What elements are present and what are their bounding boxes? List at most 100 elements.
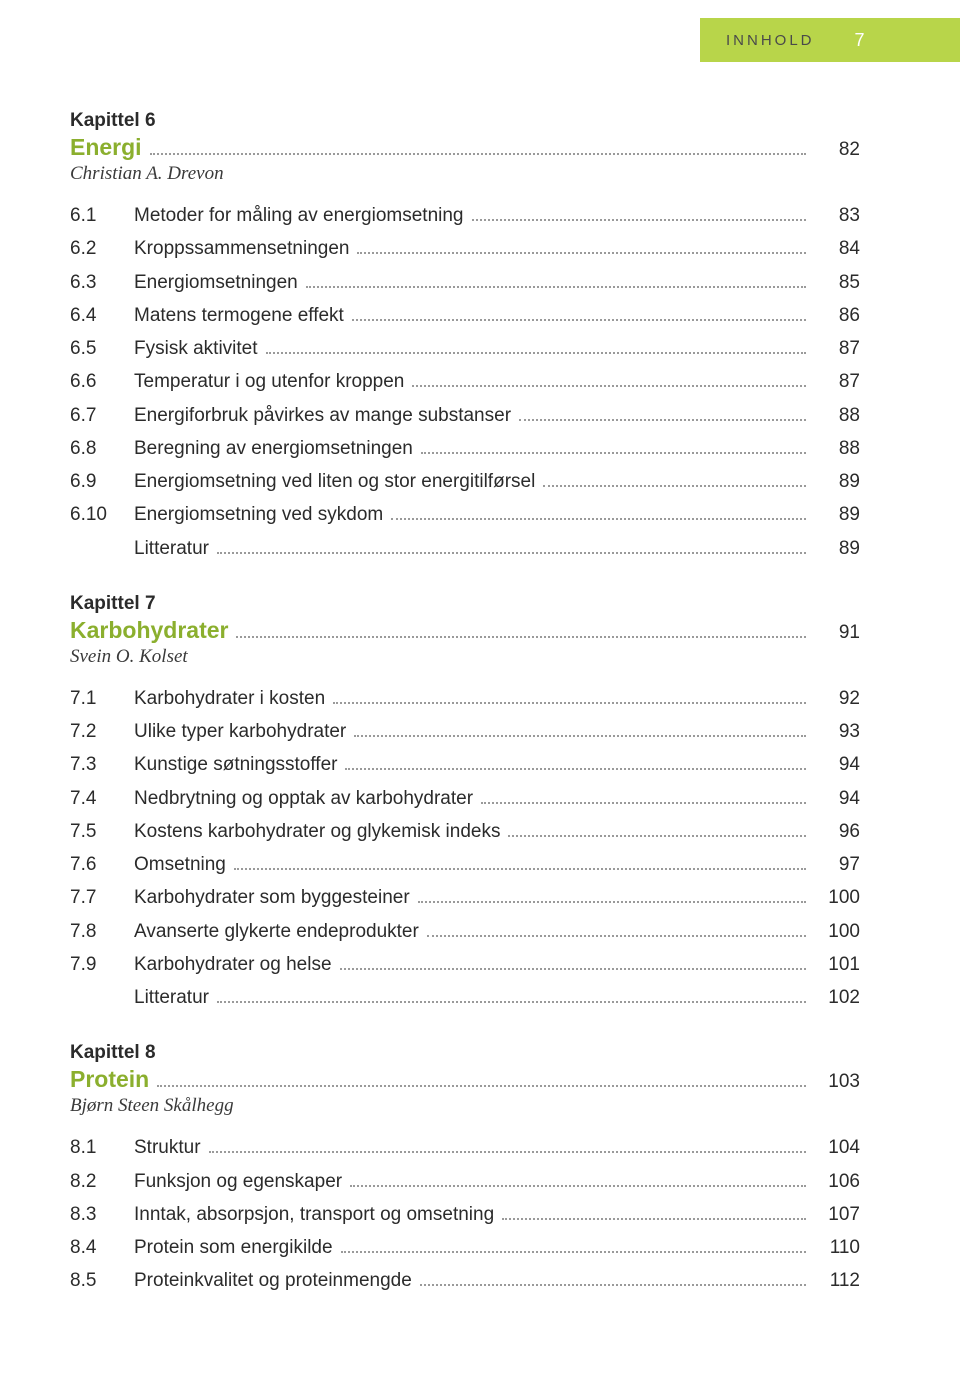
toc-row: Litteratur 89 — [70, 532, 860, 565]
chapter-block: Kapittel 8Protein103Bjørn Steen Skålhegg… — [70, 1042, 860, 1297]
toc-page-number: 107 — [814, 1198, 860, 1231]
leader-dots — [502, 1218, 806, 1220]
toc-section-title: Energiomsetning ved sykdom — [134, 498, 383, 531]
chapter-title: Karbohydrater — [70, 617, 228, 644]
toc-section-number: 7.2 — [70, 715, 134, 748]
toc-row: 7.8Avanserte glykerte endeprodukter 100 — [70, 915, 860, 948]
toc-page-number: 89 — [814, 532, 860, 565]
chapter-page: 103 — [814, 1071, 860, 1093]
chapter-block: Kapittel 7Karbohydrater 91Svein O. Kolset… — [70, 593, 860, 1015]
toc-section-number: 6.9 — [70, 465, 134, 498]
toc-section-number: 7.4 — [70, 782, 134, 815]
toc-section-title: Funksjon og egenskaper — [134, 1165, 342, 1198]
toc-row: 8.2Funksjon og egenskaper 106 — [70, 1165, 860, 1198]
leader-dots — [357, 252, 806, 254]
toc-page-number: 102 — [814, 981, 860, 1014]
chapter-page: 91 — [814, 622, 860, 644]
toc-row: 6.8Beregning av energiomsetningen88 — [70, 432, 860, 465]
toc-page-number: 88 — [814, 399, 860, 432]
toc-row: 8.3Inntak, absorpsjon, transport og omse… — [70, 1198, 860, 1231]
leader-dots — [340, 968, 806, 970]
toc-section-title: Protein som energikilde — [134, 1231, 333, 1264]
leader-dots — [234, 868, 806, 870]
toc-page-number: 106 — [814, 1165, 860, 1198]
toc-section-title: Kunstige søtningsstoffer — [134, 748, 337, 781]
leader-dots — [150, 153, 806, 155]
toc-page-number: 83 — [814, 199, 860, 232]
toc-section-number: 7.6 — [70, 848, 134, 881]
toc-section-title: Kroppssammensetningen — [134, 232, 349, 265]
leader-dots — [391, 518, 806, 520]
toc-section-title: Beregning av energiomsetningen — [134, 432, 413, 465]
toc-section-number: 6.8 — [70, 432, 134, 465]
toc-row: 6.1Metoder for måling av energiomsetning… — [70, 199, 860, 232]
toc-row: 7.7Karbohydrater som byggesteiner100 — [70, 881, 860, 914]
toc-page-number: 92 — [814, 682, 860, 715]
leader-dots — [412, 385, 806, 387]
toc-section-number: 6.2 — [70, 232, 134, 265]
chapter-author: Svein O. Kolset — [70, 646, 860, 668]
leader-dots — [333, 702, 806, 704]
toc-section-number: 6.1 — [70, 199, 134, 232]
toc-page-number: 100 — [814, 881, 860, 914]
leader-dots — [354, 735, 806, 737]
leader-dots — [341, 1251, 806, 1253]
toc-section-title: Ulike typer karbohydrater — [134, 715, 346, 748]
toc-section-title: Karbohydrater i kosten — [134, 682, 325, 715]
toc-section-number: 6.4 — [70, 299, 134, 332]
toc-section-number: 6.7 — [70, 399, 134, 432]
leader-dots — [519, 419, 806, 421]
toc-row: 6.6Temperatur i og utenfor kroppen87 — [70, 365, 860, 398]
chapter-title: Energi — [70, 134, 142, 161]
toc-page-number: 96 — [814, 815, 860, 848]
toc-row: 7.1Karbohydrater i kosten92 — [70, 682, 860, 715]
toc-page-number: 94 — [814, 782, 860, 815]
leader-dots — [217, 1001, 806, 1003]
leader-dots — [266, 352, 806, 354]
toc-section-number: 8.2 — [70, 1165, 134, 1198]
leader-dots — [420, 1284, 806, 1286]
leader-dots — [472, 219, 806, 221]
toc-page-number: 87 — [814, 365, 860, 398]
toc-content: Kapittel 6Energi82Christian A. Drevon6.1… — [0, 0, 960, 1298]
toc-section-number: 8.4 — [70, 1231, 134, 1264]
toc-section-title: Matens termogene effekt — [134, 299, 344, 332]
chapter-title-row: Energi82 — [70, 134, 860, 161]
toc-section-title: Proteinkvalitet og proteinmengde — [134, 1264, 412, 1297]
toc-page-number: 85 — [814, 266, 860, 299]
toc-section-number: 8.1 — [70, 1131, 134, 1164]
toc-row: 6.3Energiomsetningen85 — [70, 266, 860, 299]
leader-dots — [508, 835, 806, 837]
toc-row: 6.10Energiomsetning ved sykdom89 — [70, 498, 860, 531]
toc-row: 6.5Fysisk aktivitet87 — [70, 332, 860, 365]
chapter-heading: Kapittel 7 — [70, 593, 860, 615]
page-header-band: INNHOLD 7 — [700, 18, 960, 62]
toc-page-number: 100 — [814, 915, 860, 948]
toc-section-title: Karbohydrater som byggesteiner — [134, 881, 410, 914]
toc-page-number: 86 — [814, 299, 860, 332]
toc-section-title: Litteratur — [134, 981, 209, 1014]
leader-dots — [209, 1151, 806, 1153]
toc-section-number: 6.5 — [70, 332, 134, 365]
toc-row: 7.4Nedbrytning og opptak av karbohydrate… — [70, 782, 860, 815]
toc-section-number: 6.10 — [70, 498, 134, 531]
chapter-title-row: Protein 103 — [70, 1066, 860, 1093]
toc-section-title: Litteratur — [134, 532, 209, 565]
chapter-title-row: Karbohydrater 91 — [70, 617, 860, 644]
toc-page-number: 97 — [814, 848, 860, 881]
toc-row: 7.2Ulike typer karbohydrater93 — [70, 715, 860, 748]
toc-page-number: 112 — [814, 1264, 860, 1297]
toc-row: 8.4Protein som energikilde110 — [70, 1231, 860, 1264]
chapter-title: Protein — [70, 1066, 149, 1093]
toc-section-number: 8.3 — [70, 1198, 134, 1231]
toc-section-title: Avanserte glykerte endeprodukter — [134, 915, 419, 948]
toc-page-number: 104 — [814, 1131, 860, 1164]
toc-section-number: 7.5 — [70, 815, 134, 848]
toc-section-title: Karbohydrater og helse — [134, 948, 332, 981]
toc-section-number: 7.8 — [70, 915, 134, 948]
toc-row: 7.6Omsetning97 — [70, 848, 860, 881]
toc-section-title: Temperatur i og utenfor kroppen — [134, 365, 404, 398]
toc-row: 6.9Energiomsetning ved liten og stor ene… — [70, 465, 860, 498]
toc-section-title: Energiforbruk påvirkes av mange substans… — [134, 399, 511, 432]
leader-dots — [421, 452, 806, 454]
